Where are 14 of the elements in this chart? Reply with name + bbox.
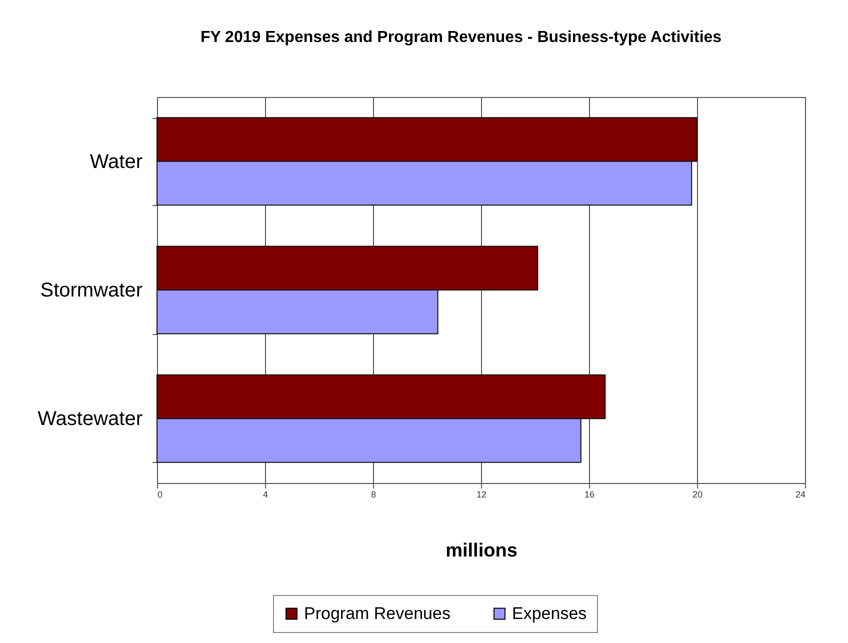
x-tick-label: 8 — [370, 490, 376, 500]
y-tick-label: Stormwater — [40, 280, 143, 302]
y-tick-label: Water — [90, 150, 143, 173]
x-tick-label: 16 — [584, 490, 595, 500]
legend-label: Program Revenues — [304, 604, 450, 623]
x-tick-label: 20 — [692, 490, 703, 500]
x-axis-title: millions — [446, 540, 518, 562]
chart-title: FY 2019 Expenses and Program Revenues - Business-type Activities — [200, 29, 722, 46]
legend-label: Expenses — [512, 604, 587, 623]
x-tick-label: 4 — [262, 490, 268, 500]
y-tick-label: Wastewater — [38, 408, 143, 430]
x-tick-label: 24 — [795, 490, 806, 500]
x-tick-label: 0 — [158, 490, 163, 500]
x-tick-label: 12 — [476, 490, 487, 500]
